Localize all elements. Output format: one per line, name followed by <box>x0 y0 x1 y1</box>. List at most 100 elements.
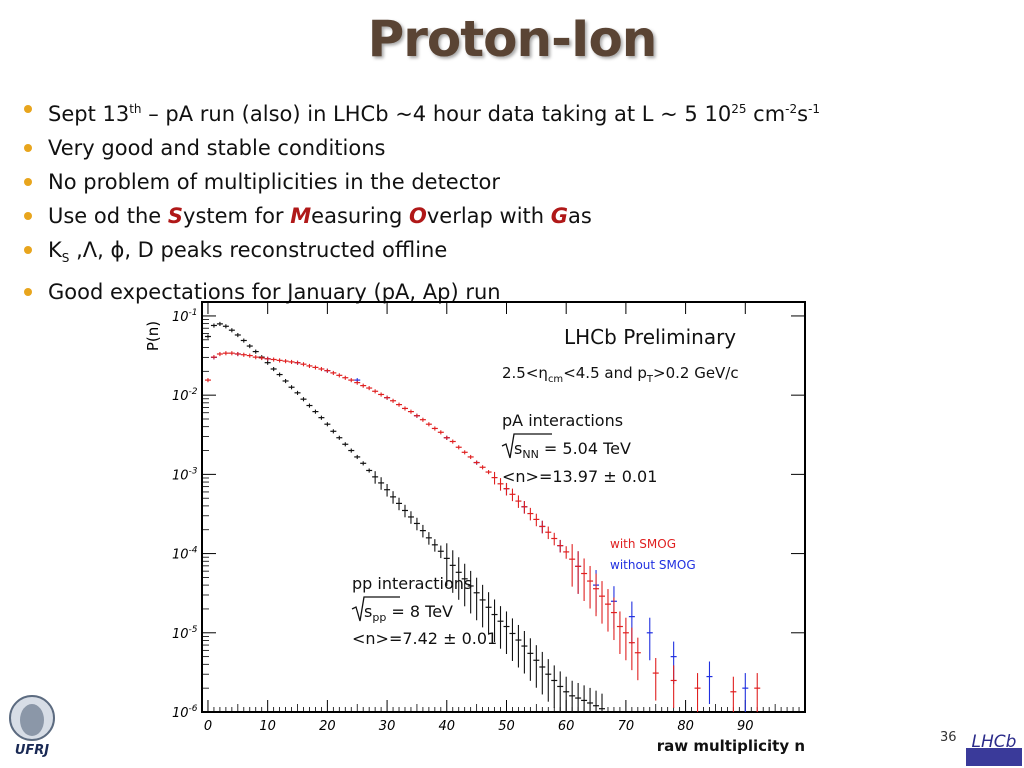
data-point <box>479 465 486 470</box>
chart-cuts-label: 2.5<ηcm<4.5 and pT>0.2 GeV/c <box>502 364 739 385</box>
data-point <box>240 352 247 357</box>
data-point <box>396 402 403 407</box>
data-point <box>443 435 450 440</box>
data-point <box>485 592 492 635</box>
bullet-sup: th <box>129 102 142 116</box>
data-point <box>485 470 492 475</box>
data-point <box>503 611 510 654</box>
data-point <box>670 665 677 708</box>
data-point <box>461 563 468 607</box>
data-point <box>330 370 337 376</box>
bullet-text: Good expectations for January (pA, Ap) r… <box>48 280 501 305</box>
data-point <box>545 526 552 540</box>
data-point <box>234 351 241 357</box>
data-point <box>593 573 600 617</box>
bullet-text: – pA run (also) in LHCb ~4 hour data tak… <box>141 102 732 126</box>
data-point <box>455 557 462 600</box>
data-point <box>455 445 462 450</box>
bullet-text: as <box>568 204 592 228</box>
data-point <box>270 357 277 362</box>
bullet-emphasis: S <box>167 204 184 228</box>
legend-without-smog: without SMOG <box>610 558 696 572</box>
data-point <box>264 360 271 365</box>
data-point <box>622 617 629 661</box>
data-point <box>545 659 552 702</box>
data-point <box>336 435 343 440</box>
data-point <box>449 550 456 593</box>
data-point <box>593 690 600 712</box>
x-tick-label: 60 <box>558 719 575 734</box>
data-point <box>384 484 391 497</box>
data-point <box>431 539 438 552</box>
bullet-dot-icon <box>24 246 32 254</box>
pp-title-label: pp interactions <box>352 574 472 593</box>
data-point <box>372 389 379 394</box>
data-point <box>216 351 223 357</box>
x-tick-label: 40 <box>439 719 456 734</box>
data-point <box>306 403 313 408</box>
data-point <box>258 355 265 361</box>
data-point <box>401 504 408 518</box>
y-tick-label: 10-2 <box>172 387 198 404</box>
data-point <box>569 680 576 712</box>
bullet-dot-icon <box>24 212 32 220</box>
data-point <box>336 373 343 378</box>
bullet-item-january: Good expectations for January (pA, Ap) r… <box>22 275 820 309</box>
data-point <box>306 363 313 369</box>
data-point <box>563 546 570 559</box>
data-point <box>246 353 253 358</box>
data-point <box>515 495 522 508</box>
slide-title: Proton-Ion <box>367 10 658 68</box>
data-point <box>384 395 391 400</box>
plot-frame <box>201 301 806 713</box>
data-point <box>366 386 373 391</box>
data-point <box>539 520 546 534</box>
data-point <box>276 358 283 363</box>
data-point <box>300 362 307 367</box>
data-point <box>252 355 259 360</box>
data-point <box>401 406 408 411</box>
data-point <box>557 671 564 712</box>
bullet-sup: -1 <box>808 102 821 116</box>
bullet-text: cm <box>746 102 786 126</box>
x-axis-label: raw multiplicity n <box>657 737 805 755</box>
data-point <box>413 517 420 531</box>
data-point <box>419 417 426 422</box>
data-point <box>479 584 486 628</box>
data-point <box>407 511 414 524</box>
data-point <box>342 375 349 380</box>
data-point <box>551 532 558 546</box>
data-point <box>563 676 570 712</box>
data-point <box>282 359 289 364</box>
pp-sqrt-icon <box>351 596 400 622</box>
bullet-dot-icon <box>24 105 32 113</box>
data-point <box>527 507 534 521</box>
data-point <box>378 392 385 397</box>
bullet-text: Sept 13 <box>48 102 130 126</box>
data-point <box>599 581 606 624</box>
data-point <box>599 693 606 712</box>
marks-layer <box>204 321 761 712</box>
bullet-item-smog: Use od the System for Measuring Overlap … <box>22 199 820 233</box>
bullet-emphasis: M <box>290 204 312 228</box>
data-point <box>461 450 468 455</box>
bullet-dot-icon <box>24 288 32 297</box>
x-tick-label: 80 <box>677 719 694 734</box>
data-point <box>318 366 325 372</box>
lhcb-logo-text: LHCb <box>972 732 1017 752</box>
data-point <box>210 355 217 360</box>
x-tick-label: 90 <box>737 719 754 734</box>
data-point <box>294 360 301 365</box>
lhcb-logo-band <box>966 748 1022 766</box>
chart-svg: P(n) 0 10 20 30 40 50 60 70 80 90 10-1 10-2 10-3 10-4… <box>144 301 806 755</box>
data-point <box>473 577 480 621</box>
data-point <box>348 378 355 383</box>
data-point <box>270 366 277 372</box>
data-point <box>652 658 659 701</box>
data-point <box>437 430 444 435</box>
data-point <box>610 597 617 641</box>
bullet-item-multiplicities: No problem of multiplicities in the dete… <box>22 165 820 199</box>
data-point <box>509 488 516 502</box>
data-point <box>354 454 361 460</box>
pa-energy-label: sNN = 5.04 TeV <box>514 439 631 461</box>
